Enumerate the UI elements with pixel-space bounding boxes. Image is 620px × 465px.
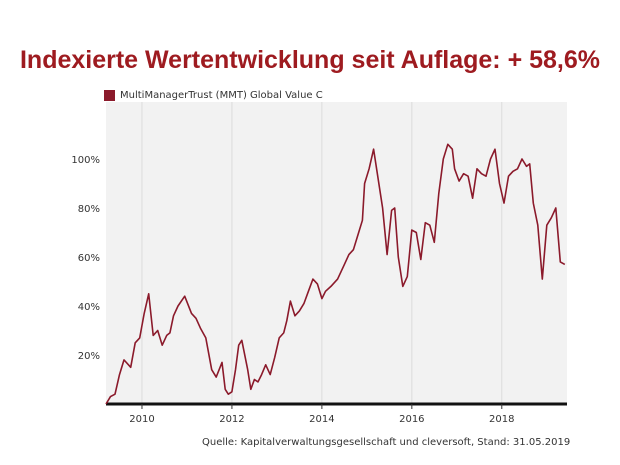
y-tick-label: 40% — [78, 302, 100, 313]
x-tick-label: 2014 — [309, 414, 334, 425]
y-tick-label: 80% — [78, 204, 100, 215]
y-tick-label: 20% — [78, 351, 100, 362]
x-tick-label: 2010 — [129, 414, 154, 425]
chart-title: Indexierte Wertentwicklung seit Auflage:… — [19, 46, 601, 74]
legend-label: MultiManagerTrust (MMT) Global Value C — [120, 90, 323, 101]
y-tick-label: 100% — [71, 155, 100, 166]
x-tick-label: 2012 — [219, 414, 244, 425]
legend: MultiManagerTrust (MMT) Global Value C — [104, 90, 323, 101]
x-tick-label: 2018 — [489, 414, 514, 425]
plot-area — [106, 102, 567, 404]
legend-swatch — [104, 90, 115, 101]
source-note: Quelle: Kapitalverwaltungsgesellschaft u… — [202, 437, 571, 448]
series-line — [105, 143, 566, 405]
x-tick-label: 2016 — [399, 414, 424, 425]
y-tick-label: 60% — [78, 253, 100, 264]
